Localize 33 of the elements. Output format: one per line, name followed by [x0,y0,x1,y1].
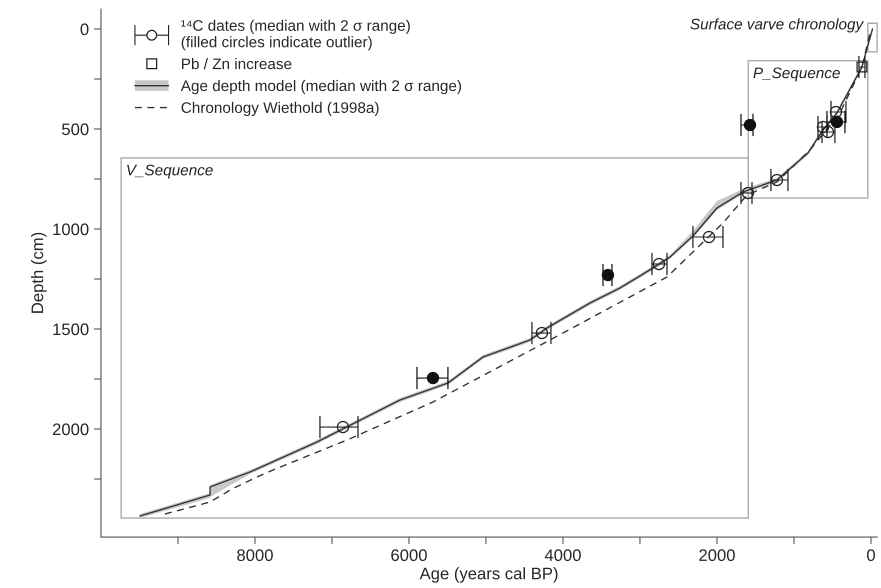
x-tick-label: 0 [866,549,875,562]
point [426,372,440,384]
legend-label: Age depth model (median with 2 σ range) [180,80,462,94]
point [830,116,844,128]
y-tick-label: 500 [62,123,89,136]
point [336,420,350,434]
point [830,106,842,118]
point [742,186,754,200]
annotation: P_Sequence [753,67,840,82]
legend-label: Chronology Wiethold (1998a) [182,102,379,116]
point [536,326,548,340]
point [770,174,784,186]
point [744,118,756,132]
point [816,120,830,134]
y-tick-label: 1000 [53,223,89,236]
legend-label: ¹⁴C dates (median with 2 σ range) (filled circles indicate outlier) [181,20,410,50]
x-axis-title: Age (years cal BP) [420,567,558,583]
y-tick-label: 2000 [52,423,89,436]
y-tick-label: 1500 [53,323,89,336]
point [822,126,834,138]
legend-label: Pb / Zn increase [182,58,292,70]
point [702,230,716,244]
x-tick-label: 6000 [391,549,427,562]
x-tick-label: 2000 [699,549,735,562]
y-axis-title: Depth (cm) [30,232,47,313]
annotation: V_Sequence [127,164,213,178]
x-tick-label: 8000 [237,549,273,562]
x-tick-label: 4000 [544,549,581,562]
annotation: Surface varve chronology [690,18,864,32]
point [856,62,868,72]
y-tick-label: 0 [80,23,89,36]
point [602,268,614,282]
point [652,258,666,270]
